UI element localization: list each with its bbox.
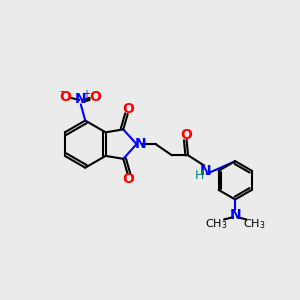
Text: CH$_3$: CH$_3$ — [205, 217, 227, 231]
Text: -: - — [60, 85, 64, 98]
Text: N: N — [75, 92, 87, 106]
Text: H: H — [195, 169, 205, 182]
Text: N: N — [135, 137, 146, 151]
Text: O: O — [122, 172, 134, 186]
Text: O: O — [59, 90, 71, 104]
Text: O: O — [122, 102, 134, 116]
Text: N: N — [230, 208, 241, 222]
Text: N: N — [200, 164, 212, 178]
Text: CH$_3$: CH$_3$ — [243, 217, 266, 231]
Text: O: O — [90, 90, 101, 104]
Text: O: O — [181, 128, 193, 142]
Text: +: + — [82, 89, 90, 99]
